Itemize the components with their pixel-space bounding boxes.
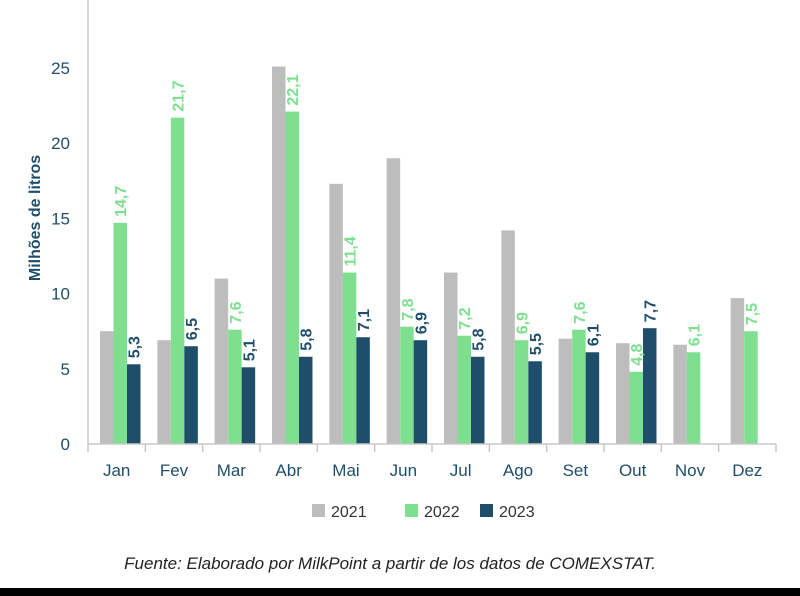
x-tick-label-set: Set	[563, 461, 589, 480]
bar-2021-abr	[272, 66, 286, 444]
x-tick-label-abr: Abr	[275, 461, 302, 480]
data-label-2023-mai: 7,1	[356, 309, 373, 331]
data-label-2022-out: 4,8	[629, 343, 646, 365]
y-tick-label: 25	[51, 59, 70, 78]
y-tick-label: 10	[51, 285, 70, 304]
bar-2021-fev	[157, 340, 171, 444]
bar-2021-nov	[673, 344, 687, 444]
bar-2023-set	[585, 352, 600, 444]
bar-2021-mar	[214, 278, 229, 444]
x-tick-label-mar: Mar	[217, 461, 247, 480]
legend-swatch-2021	[312, 504, 325, 517]
bar-2021-jan	[100, 331, 114, 444]
bar-2022-abr	[285, 111, 299, 444]
data-label-2023-out: 7,7	[643, 300, 660, 322]
x-tick-label-mai: Mai	[332, 461, 359, 480]
data-label-2022-ago: 6,9	[515, 312, 532, 334]
bar-2023-abr	[299, 356, 313, 444]
legend-swatch-2023	[480, 504, 493, 517]
source-note: Fuente: Elaborado por MilkPoint a partir…	[124, 554, 656, 573]
data-label-2023-jun: 6,9	[413, 312, 430, 334]
data-labels: 14,75,321,76,57,65,122,15,811,47,1 7,86,9…	[113, 74, 761, 365]
bar-2023-out	[643, 328, 657, 444]
x-tick-label-jan: Jan	[103, 461, 130, 480]
axes	[87, 0, 777, 452]
bar-2023-jul	[471, 356, 485, 444]
bar-2023-ago	[528, 361, 542, 444]
y-tick-label: 20	[51, 134, 70, 153]
data-label-2023-mar: 5,1	[241, 339, 258, 361]
bar-2023-fev	[184, 346, 198, 444]
x-tick-labels: Jan Fev Mar Abr Mai Jun Jul Ago Set Out Nov Dez	[103, 461, 762, 480]
y-axis-title: Milhões de litros	[27, 155, 44, 281]
data-label-2022-mai: 11,4	[343, 236, 360, 266]
y-axis-title-group: Milhões de litros	[27, 155, 44, 281]
bar-2023-mar	[241, 367, 256, 444]
bar-2022-out	[629, 371, 643, 444]
bottom-border	[0, 588, 800, 596]
x-tick-label-jun: Jun	[390, 461, 417, 480]
bar-2022-jan	[113, 222, 127, 444]
bar-2023-jan	[127, 364, 141, 444]
data-label-2022-set: 7,6	[572, 301, 589, 323]
bar-2021-set	[558, 338, 573, 444]
bar-2022-set	[572, 329, 586, 444]
y-tick-label: 0	[61, 435, 70, 454]
x-tick-label-jul: Jul	[450, 461, 472, 480]
legend-swatch-2022	[405, 504, 418, 517]
bar-chart: Milhões de litros 0 5 10 15 20 25 14,7 5,3 21,7…	[27, 0, 777, 521]
x-tick-label-fev: Fev	[160, 461, 189, 480]
data-label-2022-abr: 22,1	[285, 74, 302, 105]
bar-2023-mai	[356, 337, 370, 444]
data-label-2023-ago: 5,5	[528, 333, 545, 355]
data-label-2022-nov: 6,1	[687, 324, 704, 346]
data-label-2022-fev: 21,7	[171, 80, 188, 111]
bar-2022-jul	[457, 335, 471, 444]
bars	[100, 66, 758, 445]
bar-2022-dez	[744, 331, 758, 444]
x-tick-label-out: Out	[619, 461, 647, 480]
data-label-2022-jul: 7,2	[457, 307, 474, 329]
data-label-2022-jun: 7,8	[400, 298, 417, 320]
legend-label-2021: 2021	[331, 504, 367, 521]
data-label-2023-fev: 6,5	[184, 318, 201, 340]
bar-2022-jun	[400, 326, 414, 444]
x-tick-label-ago: Ago	[503, 461, 533, 480]
bar-2022-ago	[514, 340, 529, 444]
data-label-2023-jan: 5,3	[127, 336, 144, 358]
data-label-2022-jan: 14,7	[113, 186, 130, 217]
data-label-2023-jul: 5,8	[471, 328, 488, 350]
y-tick-label: 15	[51, 209, 70, 228]
bar-2021-mai	[329, 183, 343, 445]
data-label-2022-dez: 7,5	[744, 303, 761, 325]
x-tick-label-nov: Nov	[675, 461, 706, 480]
data-label-2023-set: 6,1	[585, 324, 602, 346]
bar-2021-out	[616, 343, 630, 444]
bar-2021-jun	[386, 158, 401, 445]
bar-2021-ago	[501, 230, 515, 444]
bar-2022-mar	[228, 329, 242, 444]
x-tick-label-dez: Dez	[732, 461, 762, 480]
data-label-2023-abr: 5,8	[299, 328, 316, 350]
legend: 2021 2022 2023	[312, 504, 535, 521]
bar-2022-mai	[342, 272, 357, 444]
bar-2022-nov	[686, 352, 701, 444]
bar-2021-jul	[444, 272, 458, 444]
y-tick-labels: 0 5 10 15 20 25	[51, 59, 70, 454]
bar-2021-dez	[730, 298, 745, 444]
legend-label-2023: 2023	[499, 504, 535, 521]
legend-label-2022: 2022	[424, 504, 460, 521]
bar-2023-jun	[413, 340, 428, 444]
data-label-2022-mar: 7,6	[228, 301, 245, 323]
bar-2022-fev	[170, 117, 185, 444]
y-tick-label: 5	[61, 360, 70, 379]
